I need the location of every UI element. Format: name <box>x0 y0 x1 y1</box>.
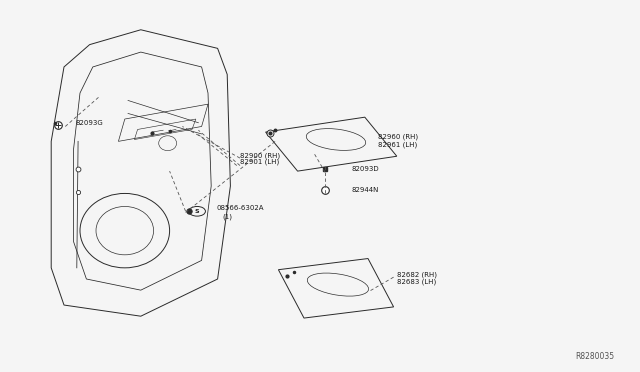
Text: 82093G: 82093G <box>76 120 103 126</box>
Text: R8280035: R8280035 <box>575 352 614 361</box>
Text: 82682 (RH): 82682 (RH) <box>397 271 437 278</box>
Text: 82900 (RH): 82900 (RH) <box>240 152 280 159</box>
Text: 82901 (LH): 82901 (LH) <box>240 159 279 166</box>
Text: 82961 (LH): 82961 (LH) <box>378 142 417 148</box>
Text: 82683 (LH): 82683 (LH) <box>397 279 436 285</box>
Text: 82093D: 82093D <box>352 166 380 172</box>
Text: 82944N: 82944N <box>352 187 380 193</box>
Text: 08566-6302A: 08566-6302A <box>216 205 264 211</box>
Text: (1): (1) <box>223 213 233 220</box>
Text: 82960 (RH): 82960 (RH) <box>378 134 418 140</box>
Text: S: S <box>195 209 200 214</box>
